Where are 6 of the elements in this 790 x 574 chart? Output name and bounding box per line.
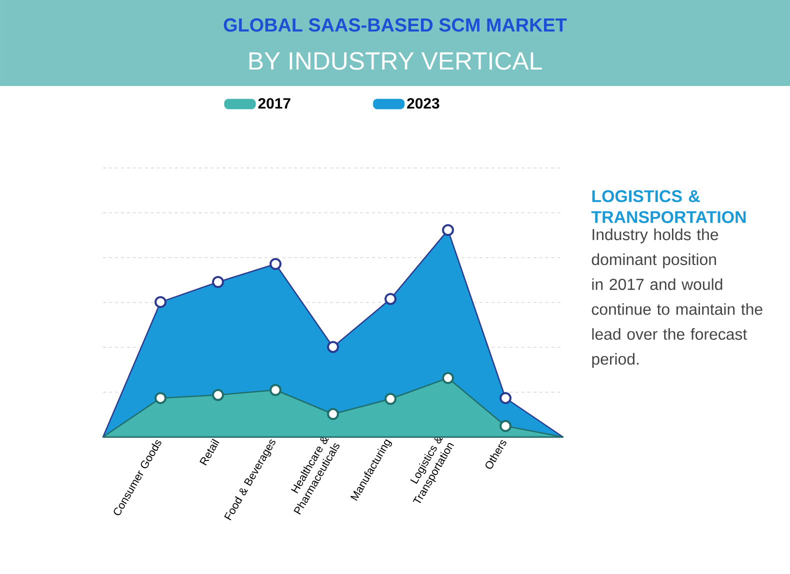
legend-label: 2023 (407, 98, 440, 109)
chart-title: GLOBAL SAAS-BASED SCM MARKET (224, 18, 567, 32)
legend-label: 2017 (258, 98, 290, 109)
text: Industry holds the dominant position in 2017 and would continue to maintain the lead over the forecast period. (592, 228, 762, 368)
text: LOGISTICS & TRANSPORTATION (591, 190, 746, 224)
chart-subtitle: BY INDUSTRY VERTICAL (249, 52, 542, 70)
